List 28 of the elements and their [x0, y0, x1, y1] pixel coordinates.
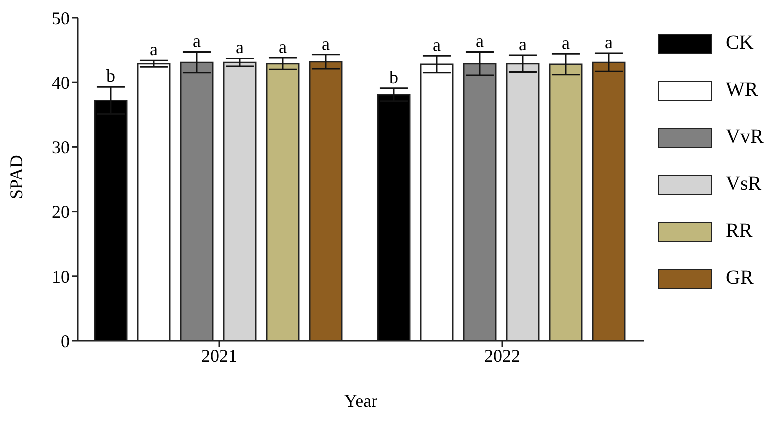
data-label: a	[432, 35, 441, 56]
x-tick-label: 2021	[202, 346, 238, 366]
data-label: a	[562, 33, 570, 54]
data-label: a	[150, 40, 158, 60]
y-tick-label: 20	[52, 202, 70, 222]
y-tick-label: 0	[61, 331, 70, 352]
y-tick-label: 10	[52, 266, 70, 287]
x-tick-label: 2022	[484, 346, 520, 366]
legend-label: WR	[726, 79, 758, 102]
legend-label: VvR	[726, 126, 764, 149]
data-label: a	[322, 34, 330, 54]
data-label: a	[192, 31, 201, 52]
data-label: b	[106, 66, 116, 86]
data-label: a	[236, 38, 244, 58]
y-tick-label: 50	[52, 8, 70, 28]
y-tick-label: 40	[52, 72, 70, 93]
data-label: a	[476, 31, 484, 52]
x-axis-title: Year	[344, 391, 378, 411]
data-label: a	[278, 37, 287, 58]
legend-label: RR	[726, 220, 753, 243]
legend-label: CK	[726, 32, 754, 55]
legend-label: VsR	[726, 173, 762, 196]
data-label: a	[604, 32, 613, 53]
data-label: a	[518, 34, 527, 54]
y-tick-label: 30	[52, 138, 70, 158]
data-label: b	[389, 67, 398, 88]
legend-label: GR	[726, 267, 754, 290]
y-axis-title: SPAD	[6, 155, 26, 200]
